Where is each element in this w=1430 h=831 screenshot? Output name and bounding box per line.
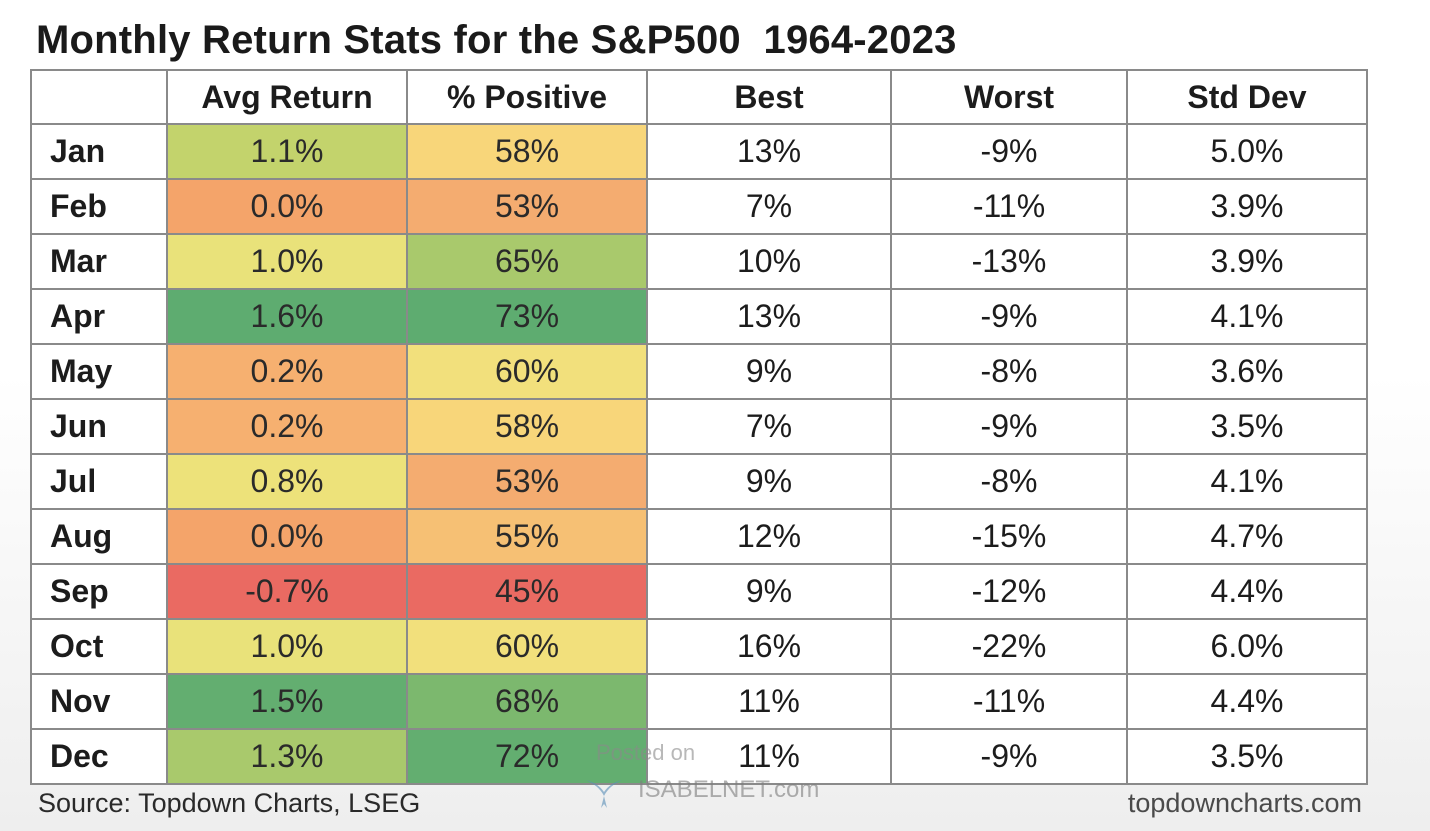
monthly-return-stats-table: Avg Return % Positive Best Worst Std Dev…: [30, 69, 1368, 785]
month-cell: May: [30, 343, 168, 400]
best-cell: 12%: [646, 508, 892, 565]
worst-cell: -9%: [890, 123, 1128, 180]
worst-cell: -9%: [890, 398, 1128, 455]
std-dev-cell: 3.5%: [1126, 398, 1368, 455]
best-cell: 11%: [646, 728, 892, 785]
std-dev-cell: 4.1%: [1126, 453, 1368, 510]
table-row: Jan 1.1% 58% 13% -9% 5.0%: [30, 123, 1368, 180]
std-dev-cell: 6.0%: [1126, 618, 1368, 675]
worst-cell: -15%: [890, 508, 1128, 565]
month-cell: Feb: [30, 178, 168, 235]
source-note: Source: Topdown Charts, LSEG: [38, 788, 421, 818]
std-dev-cell: 4.1%: [1126, 288, 1368, 345]
avg-return-cell: 1.1%: [166, 123, 408, 180]
table-row: Sep -0.7% 45% 9% -12% 4.4%: [30, 563, 1368, 620]
avg-return-cell: 1.3%: [166, 728, 408, 785]
best-cell: 16%: [646, 618, 892, 675]
table-row: Mar 1.0% 65% 10% -13% 3.9%: [30, 233, 1368, 290]
std-dev-cell: 3.5%: [1126, 728, 1368, 785]
pct-positive-cell: 72%: [406, 728, 648, 785]
month-cell: Apr: [30, 288, 168, 345]
std-dev-cell: 3.9%: [1126, 178, 1368, 235]
avg-return-cell: 1.6%: [166, 288, 408, 345]
month-cell: Nov: [30, 673, 168, 730]
pct-positive-cell: 55%: [406, 508, 648, 565]
header-row: Avg Return % Positive Best Worst Std Dev: [30, 69, 1368, 125]
pct-positive-cell: 65%: [406, 233, 648, 290]
month-cell: Jan: [30, 123, 168, 180]
worst-cell: -13%: [890, 233, 1128, 290]
header-best: Best: [646, 69, 892, 125]
best-cell: 7%: [646, 398, 892, 455]
worst-cell: -9%: [890, 728, 1128, 785]
best-cell: 10%: [646, 233, 892, 290]
month-cell: Sep: [30, 563, 168, 620]
avg-return-cell: 0.0%: [166, 508, 408, 565]
worst-cell: -11%: [890, 178, 1128, 235]
avg-return-cell: 1.5%: [166, 673, 408, 730]
best-cell: 9%: [646, 563, 892, 620]
avg-return-cell: 0.8%: [166, 453, 408, 510]
table-row: Nov 1.5% 68% 11% -11% 4.4%: [30, 673, 1368, 730]
std-dev-cell: 3.6%: [1126, 343, 1368, 400]
avg-return-cell: 0.2%: [166, 343, 408, 400]
pct-positive-cell: 53%: [406, 453, 648, 510]
std-dev-cell: 4.7%: [1126, 508, 1368, 565]
month-cell: Aug: [30, 508, 168, 565]
pct-positive-cell: 58%: [406, 123, 648, 180]
best-cell: 7%: [646, 178, 892, 235]
table-row: Oct 1.0% 60% 16% -22% 6.0%: [30, 618, 1368, 675]
worst-cell: -11%: [890, 673, 1128, 730]
chart-title: Monthly Return Stats for the S&P500 1964…: [36, 18, 957, 62]
header-month: [30, 69, 168, 125]
header-std-dev: Std Dev: [1126, 69, 1368, 125]
pct-positive-cell: 60%: [406, 618, 648, 675]
best-cell: 11%: [646, 673, 892, 730]
header-worst: Worst: [890, 69, 1128, 125]
table-row: May 0.2% 60% 9% -8% 3.6%: [30, 343, 1368, 400]
best-cell: 13%: [646, 123, 892, 180]
table-row: Jun 0.2% 58% 7% -9% 3.5%: [30, 398, 1368, 455]
month-cell: Dec: [30, 728, 168, 785]
worst-cell: -8%: [890, 343, 1128, 400]
std-dev-cell: 3.9%: [1126, 233, 1368, 290]
worst-cell: -22%: [890, 618, 1128, 675]
pct-positive-cell: 73%: [406, 288, 648, 345]
month-cell: Jun: [30, 398, 168, 455]
worst-cell: -9%: [890, 288, 1128, 345]
best-cell: 9%: [646, 343, 892, 400]
std-dev-cell: 4.4%: [1126, 673, 1368, 730]
std-dev-cell: 5.0%: [1126, 123, 1368, 180]
pct-positive-cell: 60%: [406, 343, 648, 400]
avg-return-cell: 0.2%: [166, 398, 408, 455]
std-dev-cell: 4.4%: [1126, 563, 1368, 620]
month-cell: Mar: [30, 233, 168, 290]
month-cell: Jul: [30, 453, 168, 510]
table-row: Dec 1.3% 72% 11% -9% 3.5%: [30, 728, 1368, 785]
avg-return-cell: 1.0%: [166, 233, 408, 290]
header-pct-positive: % Positive: [406, 69, 648, 125]
worst-cell: -8%: [890, 453, 1128, 510]
table-row: Apr 1.6% 73% 13% -9% 4.1%: [30, 288, 1368, 345]
avg-return-cell: 1.0%: [166, 618, 408, 675]
best-cell: 9%: [646, 453, 892, 510]
header-avg-return: Avg Return: [166, 69, 408, 125]
site-credit: topdowncharts.com: [1127, 788, 1362, 818]
table-row: Feb 0.0% 53% 7% -11% 3.9%: [30, 178, 1368, 235]
pct-positive-cell: 58%: [406, 398, 648, 455]
pct-positive-cell: 45%: [406, 563, 648, 620]
table-row: Jul 0.8% 53% 9% -8% 4.1%: [30, 453, 1368, 510]
pct-positive-cell: 68%: [406, 673, 648, 730]
table-row: Aug 0.0% 55% 12% -15% 4.7%: [30, 508, 1368, 565]
month-cell: Oct: [30, 618, 168, 675]
avg-return-cell: 0.0%: [166, 178, 408, 235]
avg-return-cell: -0.7%: [166, 563, 408, 620]
pct-positive-cell: 53%: [406, 178, 648, 235]
best-cell: 13%: [646, 288, 892, 345]
worst-cell: -12%: [890, 563, 1128, 620]
